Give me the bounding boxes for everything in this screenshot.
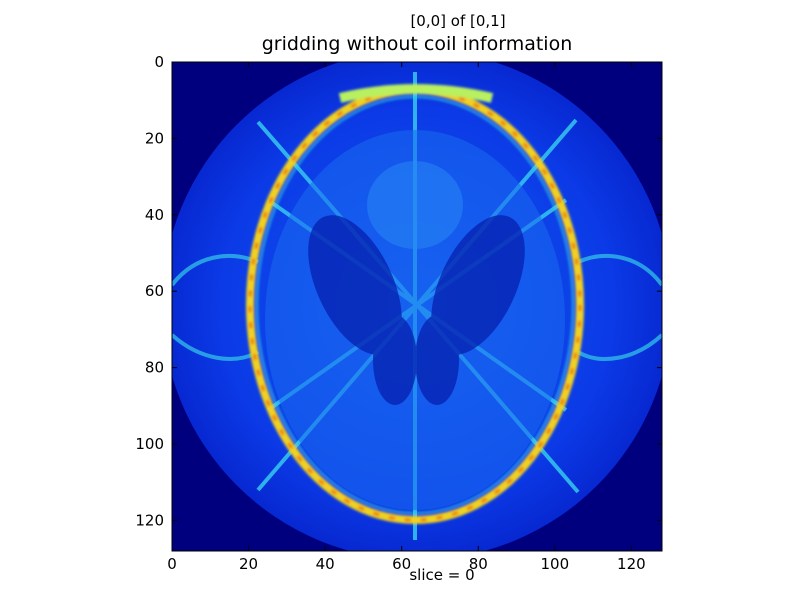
x-tick-label: 100 bbox=[540, 555, 569, 573]
upper-bright-region bbox=[367, 161, 463, 249]
y-axis: 0 20 40 60 80 100 120 bbox=[135, 53, 662, 529]
skull-ring bbox=[246, 84, 584, 524]
y-tick-label: 80 bbox=[145, 359, 164, 377]
y-tick-label: 60 bbox=[145, 282, 164, 300]
x-tick-label: 80 bbox=[469, 555, 488, 573]
reconstructed-image bbox=[172, 62, 662, 551]
y-tick-label: 20 bbox=[145, 129, 164, 147]
y-tick-label: 40 bbox=[145, 206, 164, 224]
dark-lobe-regions bbox=[308, 215, 525, 405]
plot-title: gridding without coil information bbox=[261, 33, 573, 55]
x-tick-label: 20 bbox=[239, 555, 258, 573]
x-axis: 0 20 40 60 80 100 120 bbox=[167, 62, 646, 573]
y-tick-label: 0 bbox=[154, 53, 164, 71]
x-tick-label: 60 bbox=[392, 555, 411, 573]
subplot-index-label: [0,0] of [0,1] bbox=[410, 12, 506, 30]
x-tick-label: 0 bbox=[167, 555, 177, 573]
y-tick-label: 120 bbox=[135, 511, 164, 529]
x-tick-label: 40 bbox=[316, 555, 335, 573]
slice-label: slice = 0 bbox=[409, 566, 475, 584]
x-tick-label: 120 bbox=[617, 555, 646, 573]
y-tick-label: 100 bbox=[135, 435, 164, 453]
axes-frame bbox=[171, 61, 663, 552]
